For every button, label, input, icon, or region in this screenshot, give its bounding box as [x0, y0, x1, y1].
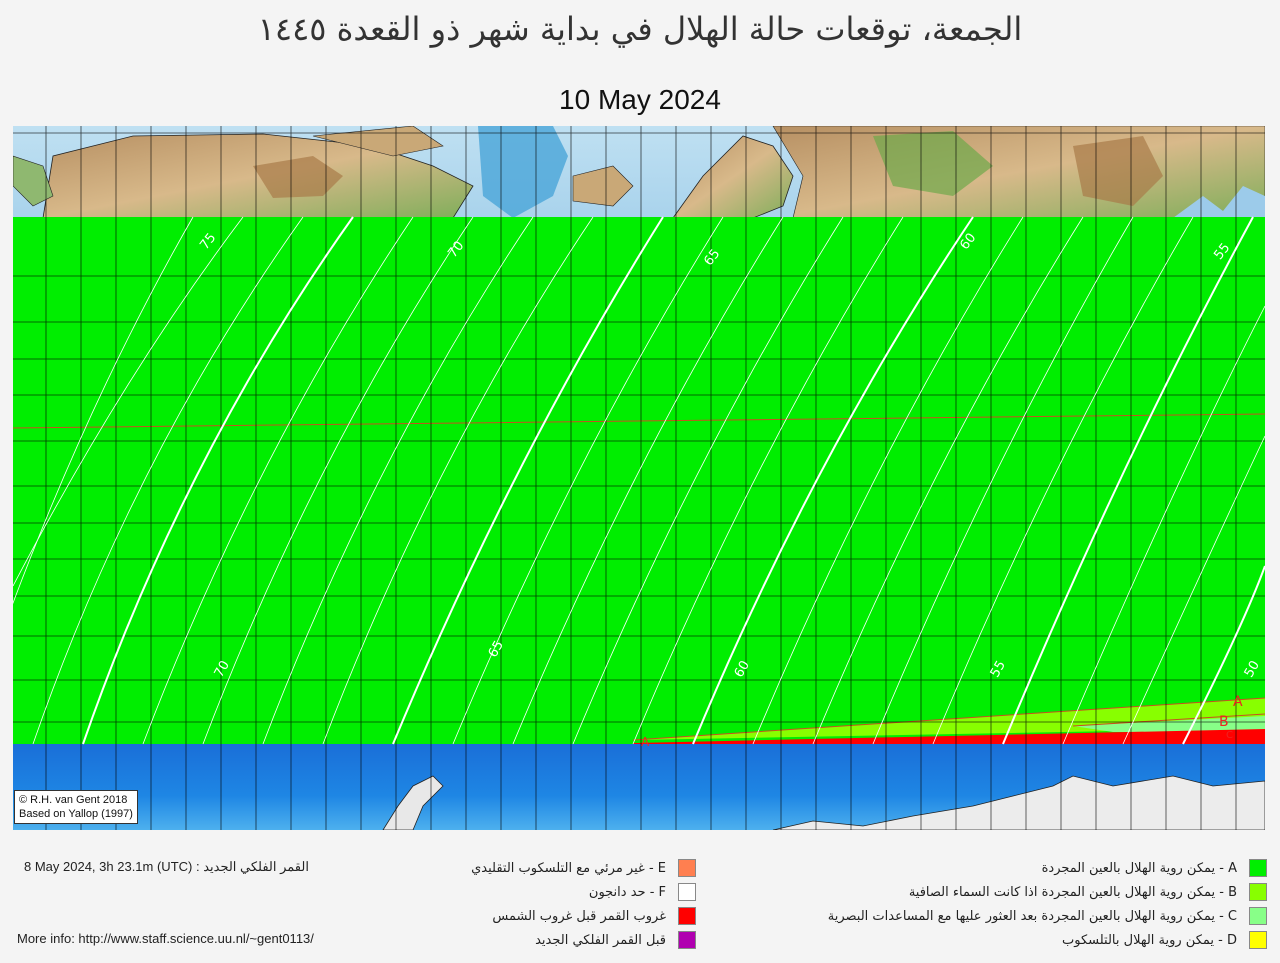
- contour-label: 55: [988, 658, 1009, 680]
- swatch-before-new-moon: [678, 931, 696, 949]
- ecliptic-line: [13, 413, 1265, 429]
- page-title: الجمعة، توقعات حالة الهلال في بداية شهر …: [257, 10, 1023, 48]
- visibility-map: 75 70 65 60 55 70 65 60 55 50 A B C A: [13, 126, 1265, 830]
- contour-label: 60: [732, 658, 753, 680]
- zone-a-region: [13, 217, 1265, 744]
- contour-label: 70: [212, 658, 233, 680]
- legend-item-c: C - يمكن روية الهلال بالعين المجردة بعد …: [780, 904, 1267, 928]
- legend-item-b: B - يمكن روية الهلال بالعين المجردة اذا …: [780, 880, 1267, 904]
- date-subtitle: 10 May 2024: [559, 84, 721, 115]
- antarctic-terrain: [13, 744, 1265, 830]
- legend-item-e: E - غير مرئي مع التلسكوب التقليدي: [420, 856, 696, 880]
- contour-label: 65: [486, 638, 507, 660]
- legend-primary: A - يمكن روية الهلال بالعين المجردة B - …: [780, 856, 1267, 952]
- zone-c-region: [1073, 716, 1265, 732]
- contour-lines: [13, 216, 1265, 745]
- zone-label-c: C: [1226, 730, 1233, 741]
- swatch-b: [1249, 883, 1267, 901]
- zone-label-b: B: [1219, 714, 1229, 730]
- swatch-moonset: [678, 907, 696, 925]
- more-info-link[interactable]: More info: http://www.staff.science.uu.n…: [17, 931, 314, 946]
- moonset-region: [633, 729, 1265, 744]
- legend-item-a: A - يمكن روية الهلال بالعين المجردة: [780, 856, 1267, 880]
- swatch-f: [678, 883, 696, 901]
- credit-box: © R.H. van Gent 2018 Based on Yallop (19…: [14, 790, 138, 824]
- legend-item-d: D - يمكن روية الهلال بالتلسكوب: [780, 928, 1267, 952]
- new-moon-time: 8 May 2024, 3h 23.1m (UTC) : القمر الفلك…: [24, 859, 309, 874]
- zone-label-a: A: [1233, 694, 1243, 710]
- legend-secondary: E - غير مرئي مع التلسكوب التقليدي F - حد…: [420, 856, 696, 952]
- swatch-e: [678, 859, 696, 877]
- legend-item-before-new-moon: قبل القمر الفلكي الجديد: [420, 928, 696, 952]
- arctic-terrain: [13, 126, 1265, 219]
- swatch-c: [1249, 907, 1267, 925]
- contour-label: 50: [1242, 658, 1263, 680]
- credit-source: Based on Yallop (1997): [19, 808, 133, 820]
- zone-label-a-west: A: [641, 735, 650, 749]
- swatch-d: [1249, 931, 1267, 949]
- legend-item-moonset: غروب القمر قبل غروب الشمس: [420, 904, 696, 928]
- legend-item-f: F - حد دانجون: [420, 880, 696, 904]
- swatch-a: [1249, 859, 1267, 877]
- credit-author: © R.H. van Gent 2018: [19, 794, 128, 806]
